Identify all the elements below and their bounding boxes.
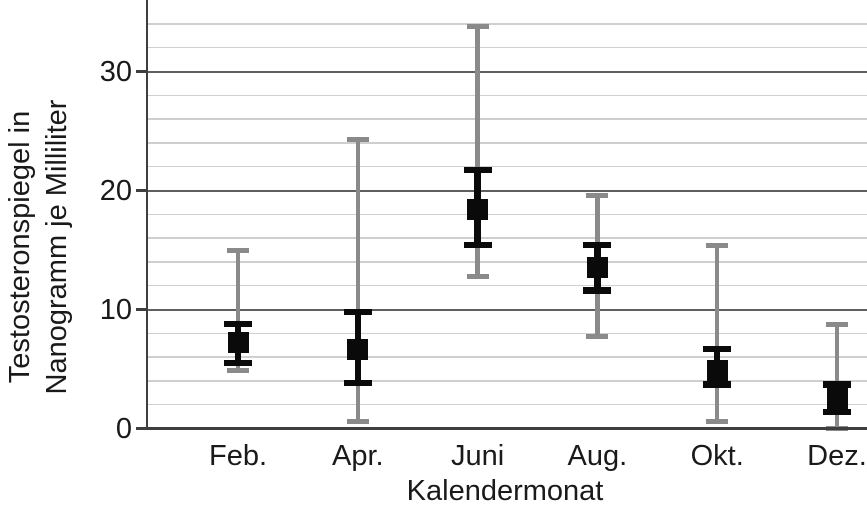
x-axis-line xyxy=(146,427,867,430)
minor-gridline xyxy=(148,142,867,144)
mean-square-marker xyxy=(826,388,848,410)
y-tick-label: 20 xyxy=(99,174,132,207)
outer-error-cap-top xyxy=(706,242,729,248)
y-tick-mark xyxy=(136,70,146,73)
inner-error-cap-top xyxy=(583,242,612,249)
minor-gridline xyxy=(148,237,867,239)
outer-error-cap-top xyxy=(826,322,848,328)
minor-gridline xyxy=(148,261,867,263)
x-tick-label: Feb. xyxy=(208,440,268,472)
x-axis-title: Kalendermonat xyxy=(406,475,604,507)
y-axis-title: Testosteronspiegel in Nanogramm je Milli… xyxy=(2,32,76,462)
x-tick-label: Juni xyxy=(450,440,505,472)
outer-error-cap-top xyxy=(586,192,609,198)
inner-error-cap-top xyxy=(224,320,252,327)
outer-error-cap-bottom xyxy=(706,418,729,424)
outer-error-cap-bottom xyxy=(227,367,249,373)
y-tick-label: 30 xyxy=(99,55,132,88)
inner-error-cap-top xyxy=(703,345,732,352)
outer-error-bar xyxy=(355,139,361,422)
minor-gridline xyxy=(148,285,867,287)
inner-error-cap-bottom xyxy=(583,287,612,294)
outer-error-bar xyxy=(475,26,480,277)
minor-gridline xyxy=(148,332,867,334)
outer-error-cap-bottom xyxy=(466,273,489,279)
x-tick-label: Apr. xyxy=(332,440,384,472)
inner-error-cap-top xyxy=(463,167,492,174)
inner-error-cap-bottom xyxy=(224,359,252,367)
x-tick-label: Dez. xyxy=(807,440,867,472)
outer-error-cap-top xyxy=(466,23,489,29)
x-tick-label: Aug. xyxy=(567,440,628,472)
y-tick-label: 0 xyxy=(115,412,132,445)
y-tick-mark xyxy=(136,427,146,430)
inner-error-cap-bottom xyxy=(343,380,372,387)
y-tick-label: 10 xyxy=(99,293,132,326)
outer-error-cap-top xyxy=(346,136,369,142)
outer-error-cap-bottom xyxy=(586,334,609,340)
minor-gridline xyxy=(148,356,867,358)
inner-error-cap-bottom xyxy=(463,242,492,249)
major-gridline xyxy=(148,70,867,73)
outer-error-bar xyxy=(834,324,840,429)
minor-gridline xyxy=(148,47,867,49)
minor-gridline xyxy=(148,166,867,168)
mean-square-marker xyxy=(347,339,369,361)
outer-error-bar xyxy=(235,250,241,371)
minor-gridline xyxy=(148,23,867,25)
mean-square-marker xyxy=(706,359,728,381)
y-tick-mark xyxy=(136,308,146,311)
major-gridline xyxy=(148,189,867,192)
outer-error-bar xyxy=(714,245,720,422)
inner-error-cap-bottom xyxy=(703,381,732,388)
outer-error-cap-top xyxy=(227,247,249,253)
minor-gridline xyxy=(148,118,867,120)
mean-square-marker xyxy=(227,332,249,354)
minor-gridline xyxy=(148,380,867,382)
y-axis-line xyxy=(146,0,149,430)
major-gridline xyxy=(148,308,867,311)
minor-gridline xyxy=(148,213,867,215)
minor-gridline xyxy=(148,94,867,96)
mean-square-marker xyxy=(467,199,489,221)
x-tick-label: Okt. xyxy=(690,440,744,472)
minor-gridline xyxy=(148,404,867,406)
outer-error-cap-bottom xyxy=(346,418,369,424)
mean-square-marker xyxy=(586,257,608,279)
y-axis-title-line1: Testosteronspiegel in xyxy=(4,110,36,384)
y-tick-mark xyxy=(136,189,146,192)
y-axis-title-line2: Nanogramm je Milliliter xyxy=(41,99,73,395)
inner-error-cap-top xyxy=(823,381,851,388)
inner-error-cap-top xyxy=(343,308,372,315)
inner-error-cap-bottom xyxy=(823,408,851,415)
